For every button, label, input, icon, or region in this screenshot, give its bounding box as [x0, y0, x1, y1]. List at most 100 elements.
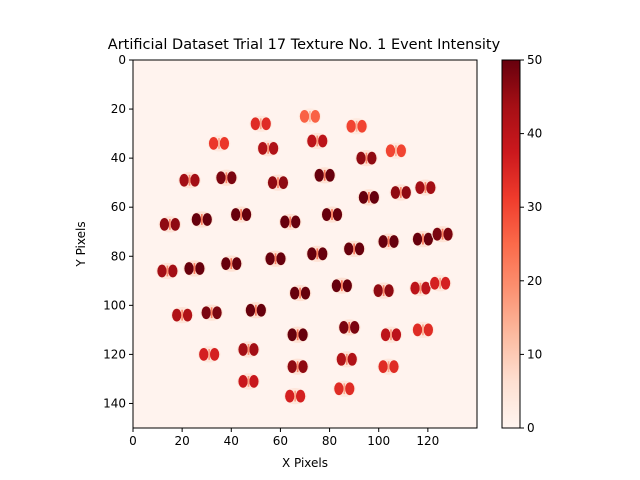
heatmap-blob — [377, 233, 400, 250]
y-tick-label: 120 — [103, 347, 126, 361]
blob-seam — [422, 324, 424, 336]
x-tick-label: 60 — [273, 434, 288, 448]
blob-lobe-left — [265, 252, 275, 266]
heatmap-blob — [190, 211, 214, 228]
blob-lobe-right — [401, 186, 411, 199]
blob-lobe-right — [190, 173, 200, 187]
blob-seam — [200, 214, 203, 225]
heatmap-blob — [330, 277, 354, 294]
blob-lobe-left — [415, 181, 425, 194]
chart-title: Artificial Dataset Trial 17 Texture No. … — [108, 37, 501, 53]
heatmap-blob — [256, 140, 280, 157]
blob-lobe-left — [157, 264, 167, 278]
blob-seam — [323, 169, 326, 181]
heatmap-blob — [178, 172, 201, 189]
blob-seam — [316, 135, 319, 147]
blob-lobe-left — [344, 242, 354, 256]
heatmap-blob — [244, 302, 268, 319]
blob-seam — [309, 111, 311, 122]
blob-lobe-right — [195, 262, 205, 275]
blob-lobe-left — [267, 176, 278, 190]
blob-lobe-right — [182, 308, 193, 322]
blob-lobe-right — [421, 281, 431, 295]
y-tick-label: 80 — [111, 249, 126, 263]
blob-lobe-left — [199, 348, 209, 361]
blob-seam — [166, 265, 169, 277]
colorbar-ticks: 0 10 20 30 40 50 — [520, 53, 542, 435]
blob-seam — [240, 209, 242, 220]
heatmap-blob — [229, 206, 253, 223]
heatmap-blob — [305, 245, 329, 262]
blob-seam — [387, 361, 390, 373]
blob-lobe-right — [290, 215, 301, 229]
blob-lobe-right — [391, 328, 402, 342]
blob-seam — [399, 187, 402, 198]
blob-lobe-right — [342, 279, 352, 293]
blob-lobe-left — [358, 191, 369, 204]
blob-seam — [188, 174, 191, 186]
heatmap-blob — [379, 326, 403, 343]
blob-lobe-left — [159, 217, 170, 231]
blob-seam — [365, 152, 368, 164]
blob-lobe-right — [349, 321, 360, 334]
blob-seam — [168, 218, 171, 230]
heatmap-blob — [170, 307, 194, 324]
blob-seam — [267, 142, 270, 154]
heatmap-blob — [411, 230, 435, 248]
blob-lobe-left — [307, 247, 317, 261]
heatmap-blob — [431, 226, 454, 243]
blob-lobe-right — [332, 208, 343, 221]
blob-seam — [368, 191, 370, 203]
y-axis: 0 20 40 60 80 100 120 140 — [103, 53, 133, 410]
heatmap-blob — [278, 213, 302, 231]
blob-lobe-right — [367, 151, 377, 165]
blob-seam — [247, 375, 250, 387]
heatmap-blob — [305, 132, 329, 150]
blob-seam — [208, 349, 211, 360]
blob-lobe-right — [232, 257, 242, 271]
blob-lobe-right — [325, 168, 335, 182]
blob-lobe-right — [396, 144, 406, 158]
heatmap-blob — [237, 373, 260, 390]
blob-lobe-left — [287, 328, 297, 342]
blob-lobe-right — [300, 286, 311, 300]
blob-lobe-left — [432, 227, 442, 241]
blob-lobe-right — [298, 328, 308, 342]
blob-lobe-left — [290, 286, 300, 300]
blob-lobe-right — [202, 213, 212, 226]
heatmap-blob — [357, 189, 381, 206]
blob-lobe-right — [318, 247, 328, 261]
heatmap-blob — [207, 135, 231, 152]
heatmap-blob — [345, 118, 368, 135]
blob-seam — [296, 361, 299, 373]
heatmap-blob — [389, 184, 413, 201]
blob-lobe-left — [314, 168, 324, 182]
y-tick-label: 60 — [111, 200, 126, 214]
x-tick-label: 120 — [416, 434, 439, 448]
heatmap-blob — [286, 358, 309, 375]
blob-lobe-left — [238, 343, 248, 356]
blob-lobe-right — [212, 306, 222, 320]
blob-seam — [181, 309, 184, 321]
blob-lobe-left — [299, 110, 310, 123]
heatmap-blob — [266, 174, 290, 191]
y-tick-label: 140 — [103, 396, 126, 410]
blob-seam — [316, 248, 319, 260]
blob-seam — [419, 282, 422, 294]
blob-lobe-left — [250, 117, 261, 131]
blob-lobe-left — [378, 360, 388, 374]
heatmap-blob — [411, 321, 435, 338]
blob-seam — [355, 120, 358, 132]
blob-lobe-right — [310, 110, 320, 123]
blob-seam — [225, 172, 228, 184]
y-tick-label: 40 — [111, 151, 126, 165]
heatmap-blob — [237, 341, 260, 358]
heatmap-blob — [215, 169, 238, 186]
heatmap-blob — [283, 388, 307, 405]
blob-lobe-right — [443, 227, 453, 241]
blob-lobe-left — [208, 137, 219, 150]
blob-lobe-right — [440, 276, 451, 290]
blob-seam — [353, 243, 356, 255]
blob-lobe-left — [390, 186, 401, 199]
x-tick-label: 0 — [129, 434, 137, 448]
